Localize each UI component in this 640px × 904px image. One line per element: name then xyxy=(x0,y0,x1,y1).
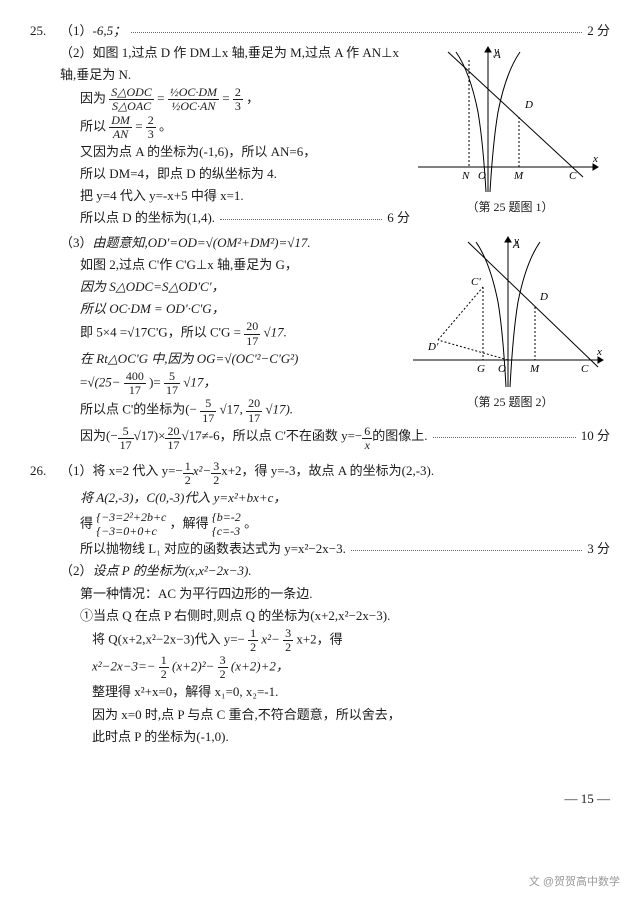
svg-text:y: y xyxy=(513,235,519,247)
q26-p2-line7: 因为 x=0 时,点 P 与点 C 重合,不符合题意，所以舍去， xyxy=(92,704,610,726)
svg-text:D: D xyxy=(539,291,548,303)
q26-p2-line8: 此时点 P 的坐标为(-1,0). xyxy=(92,726,610,748)
p1-answer: -6,5； xyxy=(93,20,127,42)
p1-label: （1） xyxy=(60,20,93,42)
q26-p2-line1: （2）设点 P 的坐标为(x,x²−2x−3). xyxy=(60,560,610,582)
figure-25-1: A D N O M C x y （第 25 题图 1） xyxy=(410,42,610,232)
leader-dots xyxy=(131,20,582,33)
svg-text:y: y xyxy=(493,45,499,57)
q26-p2-line2: 第一种情况：AC 为平行四边形的一条边. xyxy=(80,583,610,605)
page-number: — 15 — xyxy=(30,788,610,810)
svg-text:x: x xyxy=(596,346,602,358)
q26-p2-line5: x²−2x−3=− 12 (x+2)²− 32 (x+2)+2， xyxy=(92,654,610,681)
svg-text:x: x xyxy=(592,153,598,165)
fig2-caption: （第 25 题图 2） xyxy=(410,392,610,412)
svg-text:C: C xyxy=(581,363,589,375)
fig1-caption: （第 25 题图 1） xyxy=(410,197,610,217)
q26-p2-line6: 整理得 x²+x=0，解得 x₁=0, x₂=-1. xyxy=(92,681,610,703)
q26-p1-line3: 得 {−3=2²+2b+c {−3=0+0+c ，解得 {b=-2 {c=-3 … xyxy=(80,510,610,539)
p3-line9: 因为(− 517 √17)× 2017 √17≠-6，所以点 C'不在函数 y=… xyxy=(80,425,610,452)
q26-p2-line4: 将 Q(x+2,x²−2x−3)代入 y=− 12 x²− 32 x+2，得 xyxy=(92,627,610,654)
svg-text:N: N xyxy=(461,170,470,182)
p1-points: 2 分 xyxy=(587,20,610,42)
svg-text:C': C' xyxy=(471,276,481,288)
svg-text:D: D xyxy=(524,99,533,111)
figure-25-2: A C' D D' G O M C x y （第 25 题图 2） xyxy=(410,232,610,422)
svg-text:O: O xyxy=(478,170,486,182)
svg-text:O: O xyxy=(498,363,506,375)
q25-number: 25. xyxy=(30,20,60,42)
svg-text:M: M xyxy=(529,363,540,375)
q26-part1-line1: 26. （1） 将 x=2 代入 y=− 12 x²− 32 x+2，得 y=-… xyxy=(30,460,610,487)
watermark: 文 @贺贺高中数学 xyxy=(529,873,620,892)
q26-number: 26. xyxy=(30,460,60,482)
p2-line6: 所以点 D 的坐标为(1,4).6 分 xyxy=(80,207,410,229)
q26-p2-line3: ①当点 Q 在点 P 右侧时,则点 Q 的坐标为(x+2,x²−2x−3). xyxy=(80,605,610,627)
q26-p1-line2: 将 A(2,-3)，C(0,-3)代入 y=x²+bx+c， xyxy=(80,487,610,509)
q26-p1-line4: 所以抛物线 L₁ 对应的函数表达式为 y=x²−2x−3.3 分 xyxy=(80,538,610,560)
q25-part1: 25. （1） -6,5； 2 分 xyxy=(30,20,610,42)
svg-text:C: C xyxy=(569,170,577,182)
svg-text:D': D' xyxy=(427,341,439,353)
svg-text:G: G xyxy=(477,363,485,375)
svg-text:M: M xyxy=(513,170,524,182)
